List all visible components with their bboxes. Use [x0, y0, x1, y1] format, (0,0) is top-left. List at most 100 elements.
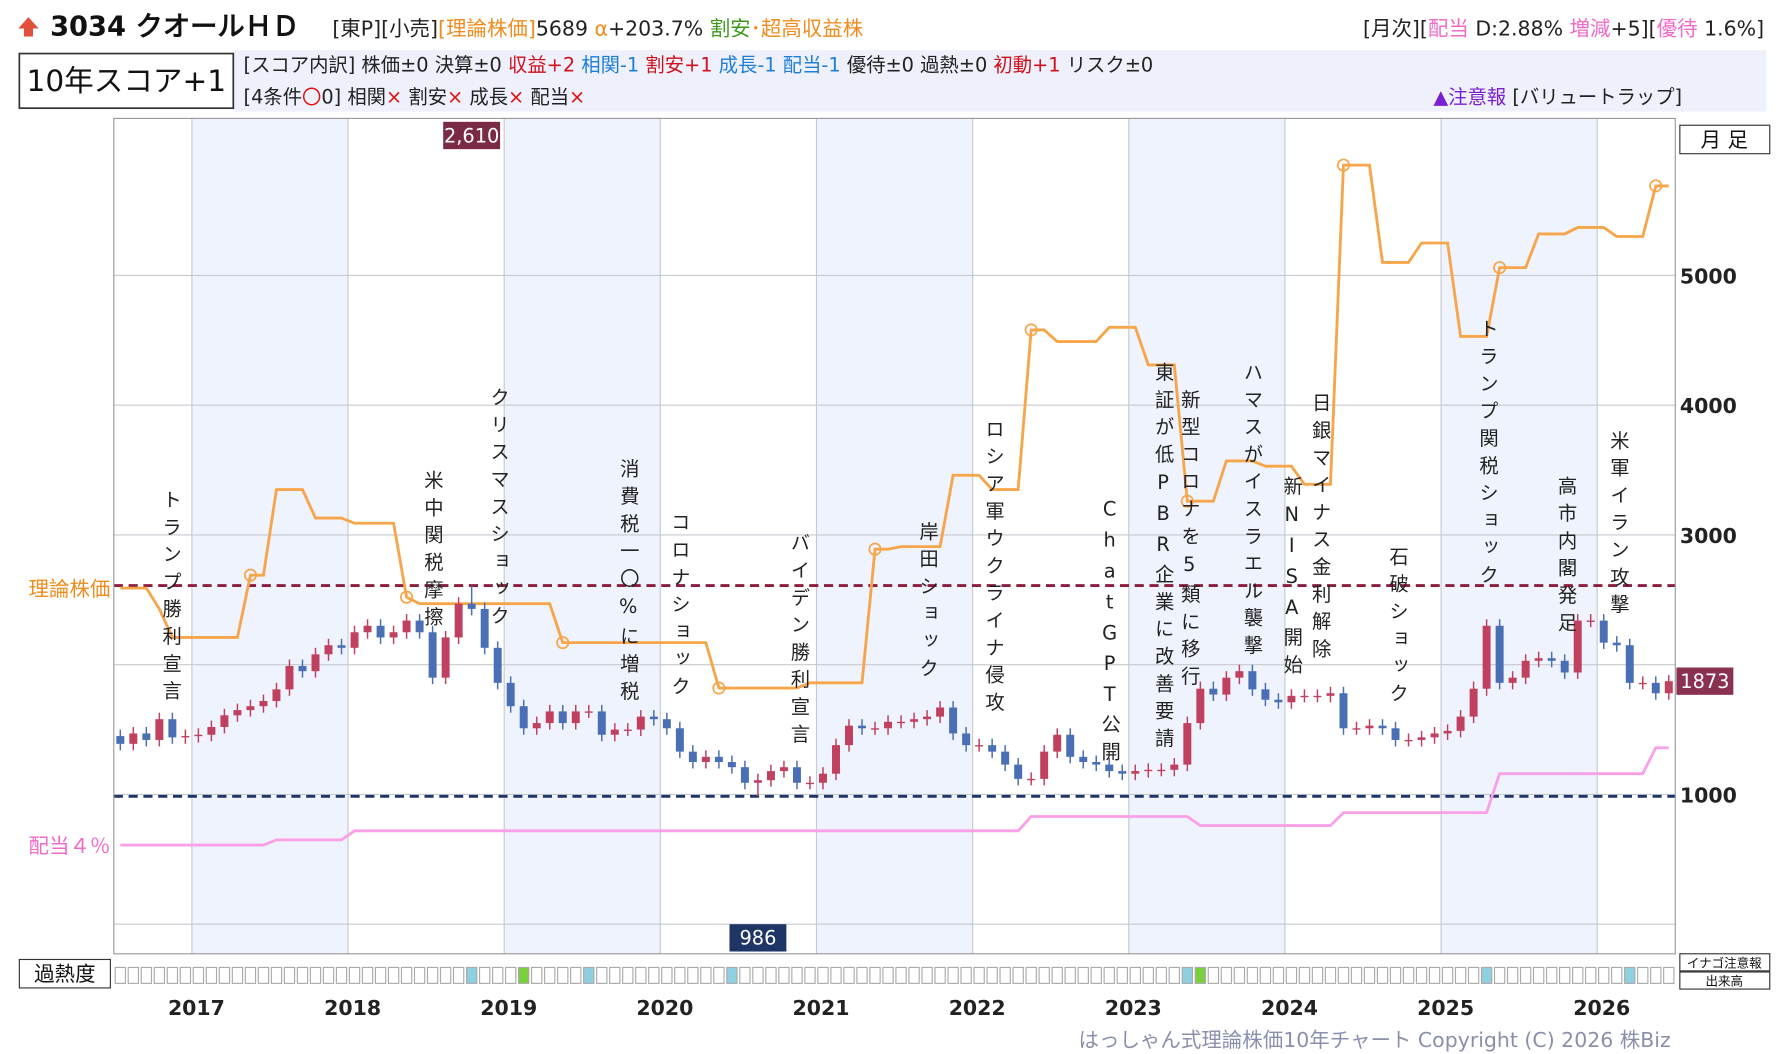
heat-cell [739, 966, 751, 984]
event-annotation: 新型コロナを5類に移行 [1178, 389, 1201, 693]
heat-cell [908, 966, 920, 984]
x-tick-label: 2020 [636, 996, 693, 1020]
header-segment: 配当 [1428, 16, 1469, 40]
candle-body [701, 756, 710, 763]
heat-cell [179, 966, 192, 984]
candle-body [727, 762, 736, 768]
candle-body [272, 689, 281, 702]
theory-marker [712, 681, 726, 695]
candle-body [675, 728, 684, 752]
header-segment: ･超高収益株 [751, 16, 864, 40]
candle-body [819, 773, 827, 783]
candle-body [363, 625, 372, 633]
event-annotation: ChatGPT公開 [1098, 497, 1121, 768]
candle-body [181, 736, 190, 738]
heat-cell [674, 966, 686, 984]
event-annotation: ロシア軍ウクライナ侵攻 [982, 419, 1005, 719]
candle-body [467, 603, 476, 609]
candle-body [949, 707, 958, 734]
heat-cell [127, 966, 140, 984]
x-tick-label: 2024 [1261, 996, 1318, 1020]
heat-label: 過熱度 [34, 962, 95, 986]
candle-body [1274, 699, 1283, 703]
candle-body [1547, 658, 1556, 661]
candle-body [155, 719, 164, 740]
x-tick-label: 2022 [949, 996, 1006, 1020]
header-segment: 成長 [469, 86, 508, 109]
theory-marker [1336, 158, 1351, 172]
header-segment: D:2.88% [1469, 16, 1570, 40]
candle-body [116, 736, 125, 744]
header-segment: × [386, 86, 408, 109]
candle-body [1196, 688, 1205, 724]
heat-cell [400, 966, 413, 984]
heat-cell [843, 966, 855, 984]
heat-cell [231, 966, 244, 984]
candle-body [636, 716, 645, 730]
candle-body [649, 716, 658, 720]
candle-body [584, 711, 593, 713]
heat-label-box [18, 958, 111, 989]
event-annotation: クリスマスショック [487, 387, 510, 633]
header-segment: × [447, 86, 469, 109]
y-tick-label: 1000 [1680, 783, 1737, 807]
header-segment: 相関-1 [581, 54, 645, 77]
heat-cell [218, 966, 231, 984]
candle-body [1430, 733, 1439, 738]
heat-cell [1181, 966, 1194, 984]
heat-cell [114, 966, 127, 984]
heat-cell [1480, 966, 1493, 984]
candle-body [1105, 764, 1114, 772]
candle-body [1404, 739, 1413, 742]
heat-cell [153, 966, 166, 984]
heat-cell [1259, 966, 1272, 984]
candle-body [975, 745, 984, 747]
heat-cell [1350, 966, 1363, 984]
x-tick-label: 2019 [480, 996, 537, 1020]
heat-cell [1572, 966, 1584, 984]
heat-cell [713, 966, 725, 984]
heat-cell [1467, 966, 1480, 984]
event-annotation: トランプ勝利宣言 [159, 489, 182, 707]
title: 3034 クオールＨＤ [50, 11, 299, 42]
theory-marker [400, 590, 414, 604]
heat-cell [335, 966, 348, 984]
header-monthly: [月次][配当 D:2.88% 増減+5][優待 1.6%] [1363, 16, 1764, 40]
candle-body [1157, 769, 1166, 772]
heat-cell [791, 966, 803, 984]
candle-body [610, 729, 619, 735]
header-segment: リスク±0 [1067, 54, 1153, 77]
candle-body [1313, 695, 1322, 698]
header-segment: 配当 [530, 86, 569, 109]
candle-body [1079, 756, 1088, 763]
header-segment: [月次][ [1363, 16, 1428, 40]
candle-body [910, 719, 919, 722]
header-segment: 0] 相関 [321, 86, 386, 109]
candle-body [441, 637, 450, 678]
year-band [1128, 118, 1285, 954]
header-segment: [東P][小売] [332, 16, 438, 40]
candle-body [233, 710, 242, 716]
last-label-box [1676, 667, 1734, 695]
header-segment: 割安 [710, 16, 751, 40]
y-tick-label: 3000 [1680, 524, 1737, 548]
heat-cell [426, 966, 439, 984]
candle-body [936, 707, 945, 717]
heat-cell [452, 966, 465, 984]
heat-cell [374, 966, 387, 984]
heat-cell [1051, 966, 1063, 984]
header-segment: 優待±0 過熱±0 [847, 54, 994, 77]
header-band [233, 50, 1767, 112]
heat-cell [882, 966, 894, 984]
heat-cell [934, 966, 946, 984]
heat-cell [1090, 966, 1102, 984]
heat-cell [1246, 966, 1259, 984]
heat-cell [960, 966, 972, 984]
heat-cell [387, 966, 400, 984]
heat-cell [1363, 966, 1376, 984]
candle-body [1300, 695, 1309, 698]
candle-body [1469, 688, 1478, 717]
heat-cell [1558, 966, 1571, 984]
heat-cell [1129, 966, 1141, 984]
series-line [120, 746, 1669, 847]
